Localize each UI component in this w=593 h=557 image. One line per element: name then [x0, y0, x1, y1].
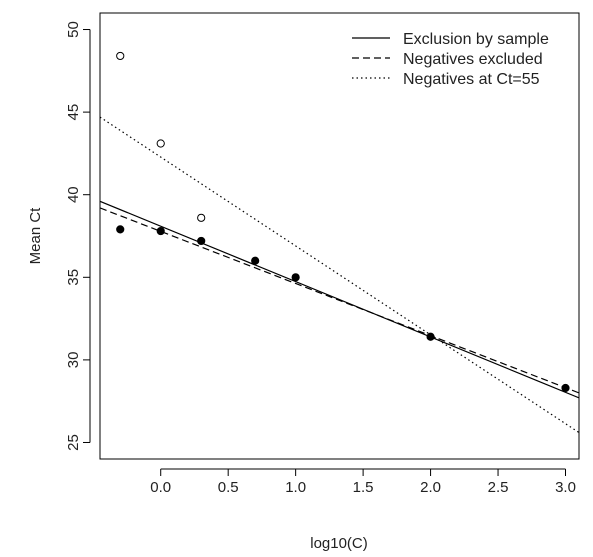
y-axis-title: Mean Ct — [27, 207, 44, 265]
y-tick-label: 40 — [65, 186, 82, 203]
filled-point-4 — [291, 273, 300, 282]
x-tick-label: 0.5 — [218, 479, 239, 496]
filled-point-2 — [197, 236, 206, 246]
open-point-2 — [197, 213, 206, 222]
open-point-0 — [116, 51, 125, 61]
series-line-solid — [100, 200, 579, 399]
legend-label: Negatives excluded — [403, 51, 543, 68]
x-tick-label: 3.0 — [555, 479, 576, 496]
y-tick-label: 50 — [65, 21, 82, 38]
filled-point-0 — [116, 225, 125, 234]
y-tick-label: 25 — [65, 434, 82, 451]
y-tick-label: 35 — [65, 269, 82, 286]
x-tick-label: 1.5 — [353, 479, 374, 496]
x-axis-title: log10(C) — [310, 535, 368, 552]
x-tick-label: 2.0 — [420, 479, 441, 496]
filled-point-1 — [156, 226, 165, 236]
y-tick-label: 30 — [65, 352, 82, 369]
series-line-dashed — [100, 207, 579, 394]
series-line-dotted — [100, 116, 579, 434]
legend-label: Negatives at Ct=55 — [403, 71, 540, 88]
y-tick-label: 45 — [65, 104, 82, 121]
open-point-1 — [156, 139, 165, 148]
x-tick-label: 0.0 — [150, 479, 171, 496]
legend: Exclusion by sample Negatives excluded Neg… — [352, 31, 549, 88]
plot-frame — [99, 12, 580, 460]
x-tick-label: 2.5 — [488, 479, 509, 496]
legend-label: Exclusion by sample — [403, 31, 549, 48]
filled-point-3 — [251, 256, 260, 265]
x-tick-label: 1.0 — [285, 479, 306, 496]
filled-point-6 — [561, 383, 570, 393]
filled-point-5 — [426, 332, 435, 341]
